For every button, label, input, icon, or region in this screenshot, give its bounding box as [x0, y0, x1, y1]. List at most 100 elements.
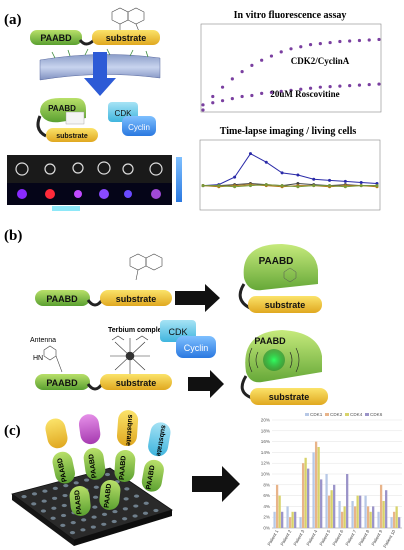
- well: [69, 530, 76, 535]
- chart3-bar: [398, 517, 401, 528]
- substrate-label: substrate: [106, 33, 147, 43]
- chart3-category-label: Patient 4: [305, 529, 318, 547]
- chart3-bar: [301, 463, 305, 528]
- chart3-bar: [327, 495, 331, 528]
- arrow-c: [192, 466, 240, 502]
- chart3-bar: [278, 495, 281, 528]
- chart1-frame: [200, 23, 382, 113]
- chart1-point: [367, 82, 371, 87]
- chart3-bar: [364, 495, 367, 528]
- chart1-point: [348, 84, 352, 88]
- chart3-bar: [286, 506, 289, 528]
- chart1-point: [328, 85, 332, 89]
- well-plate: [11, 467, 173, 546]
- chart3-bar: [340, 511, 344, 528]
- chart2-point: [312, 177, 316, 181]
- chart1-point: [279, 50, 283, 54]
- chart1-point: [260, 58, 264, 62]
- paabd-label: PAABD: [74, 490, 84, 515]
- chart3-bar: [288, 517, 292, 528]
- chart1-point: [318, 42, 322, 46]
- well: [73, 481, 79, 485]
- chart3-bar: [304, 457, 307, 528]
- peptide-construct-a: PAABD substrate: [30, 30, 160, 46]
- substrate-block: [92, 30, 160, 45]
- paabd-label: PAABD: [88, 453, 98, 478]
- well: [31, 502, 37, 506]
- chart3-bar: [395, 506, 398, 528]
- chart3-bar: [338, 501, 341, 528]
- uptake-arrow: [84, 52, 116, 96]
- well: [142, 511, 149, 515]
- chart3-bar: [356, 495, 359, 528]
- chart2-point: [248, 184, 252, 188]
- well: [52, 486, 58, 490]
- chart2-point: [233, 175, 237, 179]
- chart2-point: [359, 180, 363, 184]
- chart1-point: [299, 45, 303, 49]
- well: [42, 489, 48, 493]
- chart3-category-label: Patient 6: [331, 529, 344, 547]
- paabd-label: PAABD: [46, 378, 78, 388]
- chart2-point: [328, 178, 332, 182]
- chart2-point: [280, 184, 284, 188]
- chart1-point: [211, 94, 215, 99]
- chart2-point: [217, 184, 221, 188]
- peptide-construct-b2: PAABD substrate: [35, 374, 172, 391]
- chart1-point: [367, 38, 371, 42]
- folded-complex-b1: PAABD substrate: [238, 244, 322, 313]
- chart2-title: Time-lapse imaging / living cells: [220, 126, 357, 137]
- chart3-ytick-label: 2%: [263, 515, 270, 520]
- chart3-bar: [291, 511, 294, 528]
- chart3-bar: [333, 484, 336, 528]
- chart3-bar: [343, 506, 346, 528]
- chart3-bar: [275, 484, 279, 528]
- chart2-point: [312, 184, 316, 188]
- cyclin-label: Cyclin: [184, 343, 209, 353]
- antenna-structure: [43, 345, 63, 373]
- well: [153, 508, 159, 513]
- chart3-category-label: Patient 2: [279, 529, 292, 547]
- chart3-legend-label: CDK2: [330, 412, 343, 417]
- arrow-b2: [188, 370, 224, 398]
- chart3-bar: [330, 490, 333, 528]
- well: [133, 504, 139, 508]
- chart1-point: [240, 70, 244, 74]
- chart3-legend-label: CDK6: [370, 412, 383, 417]
- well: [60, 513, 67, 518]
- chart3-bar: [325, 474, 328, 528]
- chart2-point: [296, 185, 300, 189]
- chart3-ytick-label: 20%: [261, 418, 270, 423]
- paabd-block: [30, 30, 82, 45]
- peptide-stick-2: PAABD: [78, 414, 106, 480]
- well: [93, 485, 99, 489]
- chart1-point: [240, 94, 244, 99]
- chart1-point: [357, 83, 362, 87]
- well: [101, 522, 107, 526]
- peptide-stick-4: substrate PAABD: [141, 422, 171, 492]
- chart3-ytick-label: 6%: [263, 493, 270, 498]
- well: [90, 525, 96, 529]
- well: [92, 495, 99, 499]
- well: [62, 493, 68, 498]
- linker: [78, 38, 96, 46]
- well: [40, 509, 47, 513]
- peptide-stick-5: PAABD: [69, 486, 91, 516]
- cdk-cyclin-complex-a: CDK Cyclin: [108, 102, 156, 136]
- chart3-category-label: Patient 10: [382, 529, 396, 549]
- chart3-category-label: Patient 8: [357, 529, 370, 547]
- paabd-label: PAABD: [57, 457, 69, 482]
- chart3-ytick-label: 14%: [261, 450, 270, 455]
- chart1-point: [220, 99, 225, 103]
- paabd-label: PAABD: [259, 256, 294, 267]
- well: [112, 509, 118, 514]
- well: [80, 528, 86, 532]
- chart3-bar: [377, 511, 380, 528]
- chart2-point: [343, 179, 347, 183]
- chart1-title: In vitro fluorescence assay: [234, 10, 347, 21]
- chart3-ytick-label: 0%: [263, 526, 270, 531]
- chart3-category-label: Patient 5: [318, 529, 331, 547]
- well: [122, 517, 128, 521]
- chart2-frame: [199, 139, 381, 211]
- chart3-bar: [317, 447, 320, 528]
